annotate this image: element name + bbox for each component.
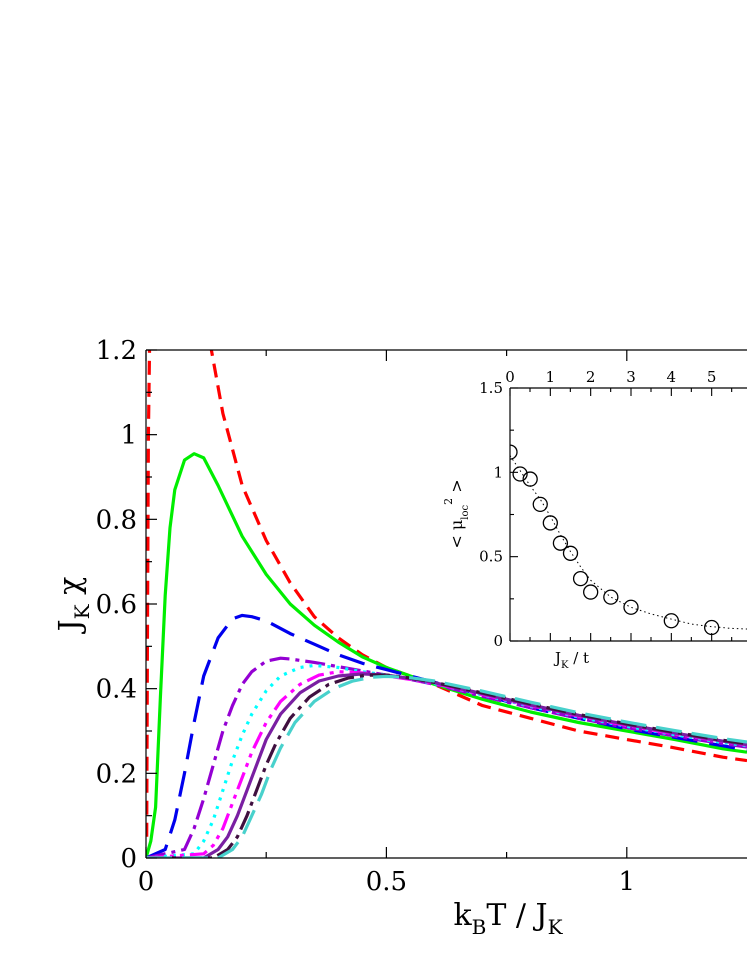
inset-plot: 00.511.50 1 2 3 4 5 < μloc2 > JK / t xyxy=(442,368,747,671)
inset-x-tick-label: 3 xyxy=(626,368,636,386)
inset-data-point xyxy=(532,496,548,513)
inset-y-axis-label: < μloc2 > xyxy=(442,479,471,548)
inset-data-point xyxy=(542,515,558,531)
main-ticks: 0 0.2 0.4 0.6 0.8 1 1.2 0 0.5 1 xyxy=(96,336,635,897)
inset-data-point xyxy=(623,599,639,615)
main-x-tick-label: 0.5 xyxy=(366,867,407,897)
main-plot: 0 0.2 0.4 0.6 0.8 1 1.2 0 0.5 1 JK χ kBT / JK xyxy=(53,336,747,939)
main-y-tick-label: 0.6 xyxy=(96,590,137,620)
inset-data-point xyxy=(512,466,528,482)
inset-x-tick-label: 0 xyxy=(505,368,515,386)
main-x-axis-label: kBT / JK xyxy=(453,898,563,939)
inset-y-tick-label: 0.5 xyxy=(479,548,503,566)
inset-x-tick-label: 5 xyxy=(707,368,717,386)
series-line-4 xyxy=(146,656,747,858)
inset-data-point xyxy=(552,535,569,551)
main-y-tick-label: 1 xyxy=(120,421,137,451)
series-line-7 xyxy=(146,672,747,858)
inset-data-point xyxy=(522,471,538,487)
series-line-5 xyxy=(146,663,747,858)
inset-data-point xyxy=(663,613,679,629)
inset-x-axis-label: JK / t xyxy=(553,649,589,671)
inset-y-tick-label: 1 xyxy=(493,463,503,481)
main-y-tick-label: 0.2 xyxy=(96,759,137,789)
main-series-group xyxy=(146,350,747,858)
inset-data-point xyxy=(562,545,579,561)
inset-fit-line xyxy=(510,455,747,630)
inset-x-tick-label: 1 xyxy=(546,368,556,386)
series-line-1 xyxy=(146,350,747,837)
inset-data-point xyxy=(583,584,599,600)
main-y-axis-label: JK χ xyxy=(53,577,94,635)
inset-ticks: 00.511.50 1 2 3 4 5 xyxy=(479,368,733,650)
inset-data-point xyxy=(510,444,518,460)
inset-data-point xyxy=(572,570,589,587)
inset-x-tick-label: 4 xyxy=(667,368,677,386)
main-x-tick-label: 0 xyxy=(138,867,155,897)
inset-data-point xyxy=(603,589,619,605)
inset-y-tick-label: 1.5 xyxy=(479,379,503,397)
main-y-tick-label: 0.8 xyxy=(96,505,137,535)
inset-x-tick-label: 2 xyxy=(586,368,596,386)
inset-y-tick-label: 0 xyxy=(493,632,503,650)
main-y-tick-label: 0 xyxy=(120,844,137,874)
main-y-tick-label: 0.4 xyxy=(96,675,137,705)
main-x-tick-label: 1 xyxy=(619,867,636,897)
inset-background xyxy=(510,388,747,641)
series-line-9 xyxy=(146,674,747,858)
main-y-tick-label: 1.2 xyxy=(96,336,137,366)
series-line-2 xyxy=(146,452,747,858)
series-line-8 xyxy=(146,673,747,858)
